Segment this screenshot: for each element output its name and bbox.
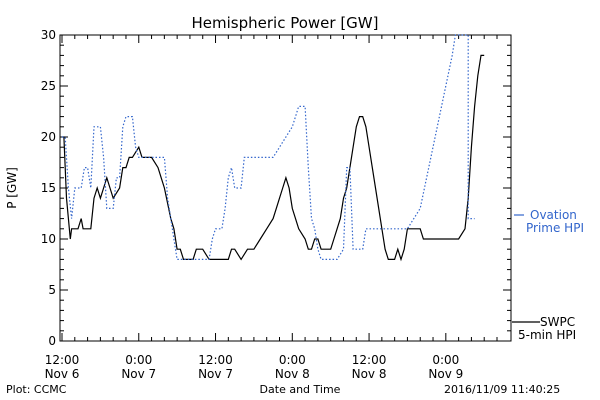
legend-label-ovation-1: Ovation	[530, 208, 577, 222]
legend-label-swpc-1: SWPC	[540, 315, 575, 329]
x-tick-label-date: Nov 7	[121, 367, 156, 381]
x-tick-label-time: 0:00	[279, 353, 306, 367]
series-line-ovation	[62, 34, 475, 260]
x-tick-label-time: 0:00	[125, 353, 152, 367]
legend-label-swpc-2: 5-min HPI	[518, 328, 576, 342]
y-tick-label: 0	[48, 334, 56, 348]
chart-title: Hemispheric Power [GW]	[192, 14, 379, 32]
y-tick-label: 15	[41, 181, 56, 195]
x-axis-label: Date and Time	[259, 383, 341, 396]
legend-label-ovation-2: Prime HPI	[526, 221, 584, 235]
y-tick-label: 20	[41, 130, 56, 144]
plot-credit: Plot: CCMC	[6, 383, 67, 396]
y-tick-label: 25	[41, 79, 56, 93]
x-tick-label-time: 0:00	[432, 353, 459, 367]
x-tick-label-time: 12:00	[45, 353, 80, 367]
series-group	[62, 34, 485, 262]
x-tick-label-time: 12:00	[352, 353, 387, 367]
y-tick-label: 10	[41, 232, 56, 246]
x-tick-label-date: Nov 6	[45, 367, 80, 381]
y-axis-label: P [GW]	[5, 167, 19, 209]
y-axis: 0 5 10 15 20 25 30	[41, 28, 511, 348]
plot-frame	[59, 34, 512, 342]
timestamp: 2016/11/09 11:40:25	[444, 383, 561, 396]
x-tick-label-date: Nov 7	[198, 367, 233, 381]
x-tick-label-date: Nov 9	[428, 367, 463, 381]
y-tick-label: 5	[48, 283, 56, 297]
y-tick-label: 30	[41, 28, 56, 42]
x-tick-label-time: 12:00	[198, 353, 233, 367]
x-tick-label-date: Nov 8	[275, 367, 310, 381]
x-tick-label-date: Nov 8	[352, 367, 387, 381]
series-line-swpc	[62, 54, 485, 262]
